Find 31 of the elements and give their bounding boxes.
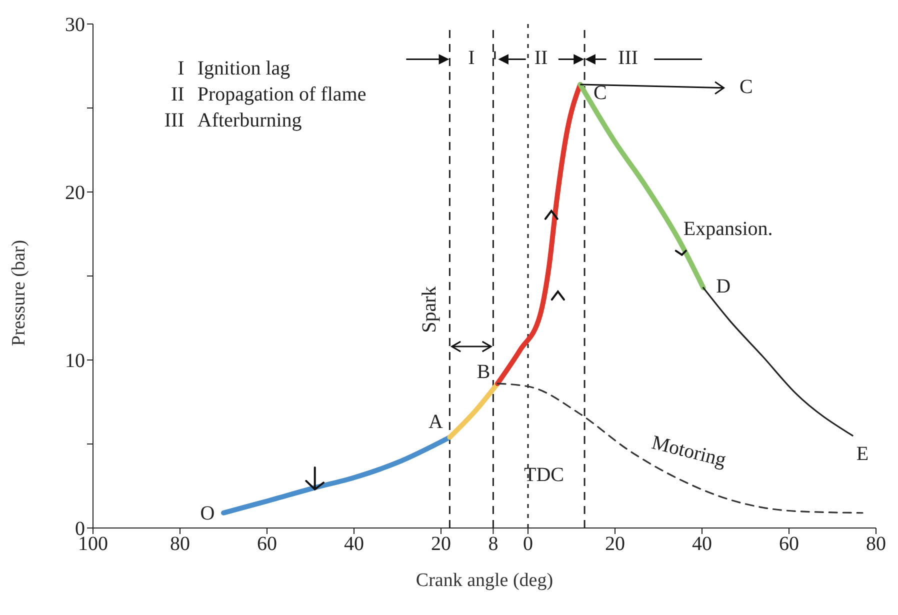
annotation: III Afterburning [164,109,302,132]
annotation: III [618,46,638,69]
y-tick-label: 10 [65,350,85,372]
y-axis-title: Pressure (bar) [8,240,30,346]
annotation: II Propagation of flame [171,83,366,106]
annotation: D [716,275,731,298]
annotation: Expansion. [683,218,773,240]
annotation: I Ignition lag [178,57,290,80]
ref-line-label: TDC [524,464,564,486]
ref-line-label: Spark [418,286,441,333]
annotation: C [594,82,607,104]
x-tick-label: 20 [605,533,625,556]
x-tick-label: 0 [523,533,533,556]
annotation: B [476,361,490,384]
x-tick-label: 8 [488,533,498,556]
annotation: O [200,502,215,524]
x-tick-label: 40 [344,533,364,556]
annotation: A [428,410,444,433]
y-tick-label: 20 [65,182,85,204]
annotation: E [856,443,869,466]
x-tick-label: 80 [170,533,190,556]
annotation: I [468,46,475,69]
annotation: II [534,46,548,69]
x-axis-title: Crank angle (deg) [416,570,554,591]
y-tick-label: 30 [65,14,85,36]
x-tick-label: 80 [866,533,886,556]
x-tick-label: 60 [779,533,799,556]
x-tick-label: 60 [257,533,277,556]
x-tick-label: 40 [692,533,712,556]
x-tick-label: 20 [431,533,451,556]
annotation: C [740,76,753,98]
